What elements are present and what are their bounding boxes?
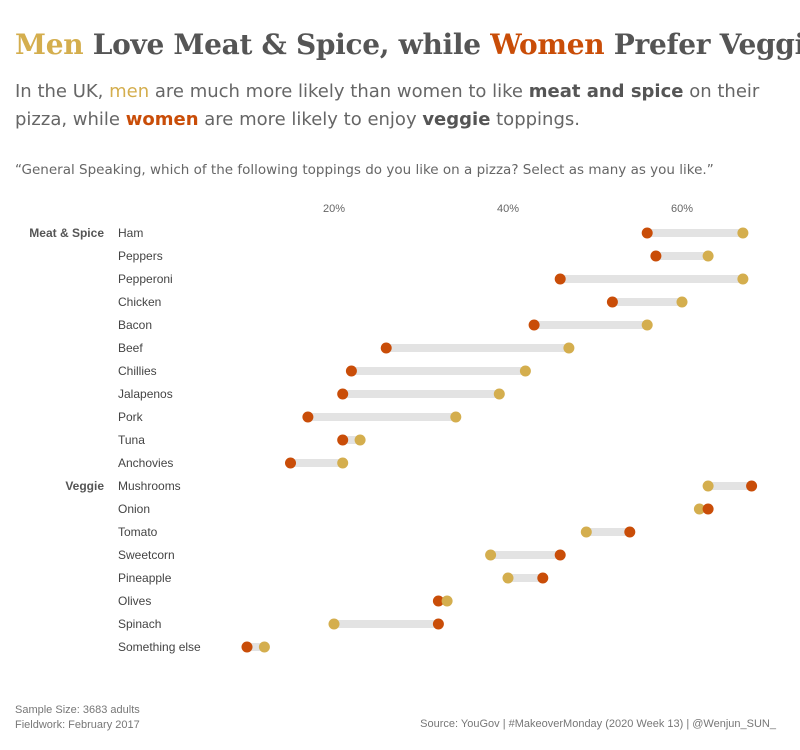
source-credit: Source: YouGov | #MakeoverMonday (2020 W… (420, 718, 776, 730)
group-label: Veggie (65, 479, 104, 493)
men-dot (693, 503, 705, 515)
women-dot (432, 618, 444, 630)
men-dot (641, 319, 653, 331)
women-dot (554, 273, 566, 285)
category-label: Mushrooms (118, 479, 181, 493)
women-dot (554, 549, 566, 561)
men-dot (441, 595, 453, 607)
subtitle-text-1: In the UK, (15, 81, 110, 102)
category-label: Chicken (118, 295, 161, 309)
title-middle-text: Love Meat & Spice, while (83, 28, 491, 61)
women-dot (432, 595, 444, 607)
subtitle-text-4: are more likely to enjoy (198, 109, 423, 130)
men-dot (258, 641, 270, 653)
subtitle-men-word: men (109, 81, 150, 102)
women-dot (337, 388, 349, 400)
women-dot (702, 503, 714, 515)
subtitle-meat-spice: meat and spice (528, 81, 684, 102)
women-dot (624, 526, 636, 538)
title-men-word: Men (15, 28, 84, 61)
category-label: Onion (118, 502, 150, 516)
category-label: Jalapenos (118, 387, 173, 401)
women-dot (528, 319, 540, 331)
subtitle-women-word: women (125, 109, 199, 130)
title-end-text: Prefer Veggies (613, 28, 800, 61)
women-dot (241, 641, 253, 653)
category-label: Chillies (118, 364, 157, 378)
chart-subtitle: In the UK, men are much more likely than… (15, 78, 790, 134)
women-dot (746, 480, 758, 492)
category-label: Spinach (118, 617, 161, 631)
footer-notes: Sample Size: 3683 adults Fieldwork: Febr… (15, 703, 140, 733)
fieldwork-date: Fieldwork: February 2017 (15, 719, 140, 731)
survey-question: “General Speaking, which of the followin… (15, 162, 714, 178)
women-dot (537, 572, 549, 584)
category-label: Tuna (118, 433, 145, 447)
men-dot (450, 411, 462, 423)
men-dot (485, 549, 497, 561)
women-dot (650, 250, 662, 262)
subtitle-text-3: on their pizza, while (15, 81, 760, 130)
category-label: Pork (118, 410, 144, 424)
men-dot (493, 388, 505, 400)
x-tick-label: 20% (323, 203, 345, 215)
category-label: Anchovies (118, 456, 173, 470)
subtitle-text-2: are much more likely than women to like (149, 81, 529, 102)
chart-title: Men Love Meat & Spice, while Women Prefe… (15, 28, 800, 61)
category-label: Sweetcorn (118, 548, 175, 562)
x-tick-label: 40% (497, 203, 519, 215)
men-dot (519, 365, 531, 377)
women-dot (641, 227, 653, 239)
men-dot (580, 526, 592, 538)
women-dot (606, 296, 618, 308)
sample-size: Sample Size: 3683 adults (15, 704, 140, 716)
category-label: Pineapple (118, 571, 172, 585)
category-label: Peppers (118, 249, 163, 263)
dumbbell-chart: 20% 40% 60% Meat & Spice Ham Peppers Pepperoni… (29, 203, 758, 654)
men-dot (737, 227, 749, 239)
subtitle-veggie: veggie (422, 109, 491, 130)
category-label: Beef (118, 341, 143, 355)
men-dot (676, 296, 688, 308)
category-label: Bacon (118, 318, 152, 332)
category-label: Olives (118, 594, 151, 608)
women-dot (285, 457, 296, 469)
men-dot (737, 273, 749, 285)
category-label: Tomato (118, 525, 158, 539)
women-dot (380, 342, 392, 354)
men-dot (702, 480, 714, 492)
category-label: Pepperoni (118, 272, 173, 286)
men-dot (328, 618, 340, 630)
subtitle-text-5: toppings. (490, 109, 580, 130)
men-dot (502, 572, 514, 584)
title-women-word: Women (490, 28, 605, 61)
men-dot (702, 250, 714, 262)
women-dot (345, 365, 357, 377)
men-dot (354, 434, 366, 446)
men-dot (337, 457, 349, 469)
men-dot (563, 342, 575, 354)
x-tick-label: 60% (671, 203, 693, 215)
category-label: Something else (118, 640, 201, 654)
women-dot (302, 411, 314, 423)
group-label: Meat & Spice (29, 226, 104, 240)
category-label: Ham (118, 226, 143, 240)
women-dot (337, 434, 349, 446)
